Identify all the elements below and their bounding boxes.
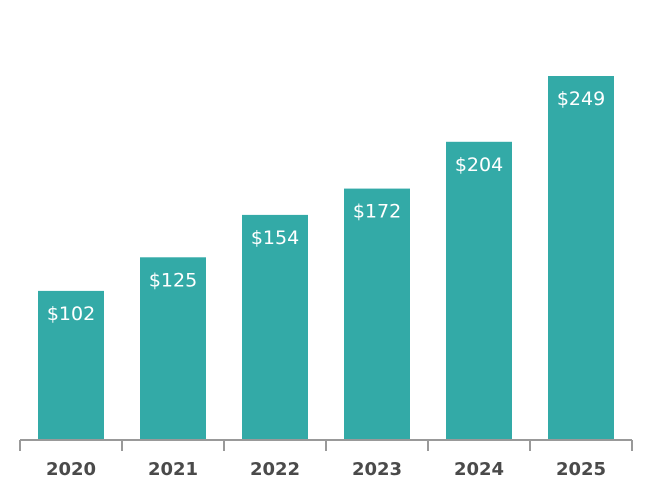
- data-label-2021: $125: [149, 269, 197, 291]
- bars-group: $102 $125 $154 $172 $204 $249: [38, 76, 614, 441]
- data-label-2024: $204: [455, 154, 503, 176]
- bar-2024: [446, 141, 512, 441]
- tick-label-2020: 2020: [46, 459, 96, 480]
- data-label-2020: $102: [47, 303, 95, 325]
- bar-2021: [140, 257, 206, 440]
- x-axis-tick-labels: 2020 2021 2022 2023 2024 2025: [46, 459, 606, 480]
- data-label-2025: $249: [557, 88, 605, 110]
- x-axis: [19, 439, 633, 451]
- bar-2023: [344, 188, 410, 440]
- tick-label-2021: 2021: [148, 459, 198, 480]
- tick-label-2023: 2023: [352, 459, 402, 480]
- bar-2020: [38, 290, 104, 440]
- bar-2025: [548, 76, 614, 440]
- tick-label-2025: 2025: [556, 459, 606, 480]
- data-label-2023: $172: [353, 201, 401, 223]
- data-label-2022: $154: [251, 227, 299, 249]
- tick-label-2022: 2022: [250, 459, 300, 480]
- bar-2022: [242, 214, 308, 440]
- tick-label-2024: 2024: [454, 459, 504, 480]
